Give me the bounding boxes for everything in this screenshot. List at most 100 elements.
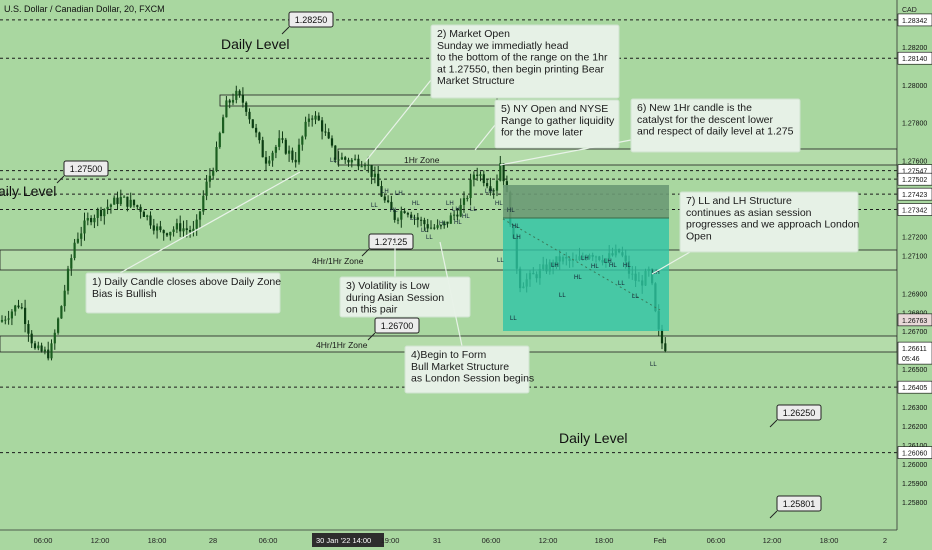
candle-body xyxy=(182,228,185,232)
annotation-text: 4)Begin to Form xyxy=(411,349,487,361)
price-tag: 1.26250 xyxy=(783,408,816,418)
zone-label-4h1h-upper: 4Hr/1Hr Zone xyxy=(312,256,364,266)
candle-body xyxy=(462,198,466,205)
daily-level-label: aily Level xyxy=(0,183,56,199)
candle-body xyxy=(205,181,208,196)
candle-body xyxy=(238,90,241,95)
candle-body xyxy=(406,213,409,215)
candle-body xyxy=(439,225,442,227)
price-tick: 1.28200 xyxy=(902,45,927,52)
candle-body xyxy=(433,227,436,229)
candle-body xyxy=(354,158,357,160)
candle-body xyxy=(90,218,93,223)
annotation-text: Sunday we immediatly head xyxy=(437,40,568,52)
structure-mark: LH xyxy=(513,235,521,241)
structure-mark: LL xyxy=(421,228,428,234)
currency-label: CAD xyxy=(902,7,917,14)
annotation-text: Open xyxy=(686,230,712,242)
candle-body xyxy=(281,138,284,140)
candle-body xyxy=(245,102,248,112)
candle-body xyxy=(7,318,10,320)
candle-body xyxy=(443,221,446,226)
reward-box xyxy=(503,218,669,331)
annotation-text: and respect of daily level at 1.275 xyxy=(637,126,794,138)
candle-body xyxy=(274,146,277,153)
price-tag-box xyxy=(288,11,334,28)
structure-mark: LH xyxy=(551,263,559,269)
daily-level-label: Daily Level xyxy=(559,430,627,446)
candle-body xyxy=(321,120,324,132)
structure-mark: LH xyxy=(652,270,660,276)
price-tick: 1.26000 xyxy=(902,462,927,469)
candle-body xyxy=(360,166,363,168)
candle-body xyxy=(453,214,456,216)
tag-pointer xyxy=(361,248,370,257)
price-tag-box xyxy=(374,317,420,334)
time-tick: 18:00 xyxy=(820,536,839,545)
structure-mark: LH xyxy=(446,201,454,207)
candle-body xyxy=(456,214,459,217)
annotation-box-ll-lh xyxy=(679,191,859,253)
candle-body xyxy=(390,201,393,210)
candle-body xyxy=(235,90,238,100)
price-tick: 1.26200 xyxy=(902,424,927,431)
projection-line xyxy=(502,218,661,311)
candle-body xyxy=(420,219,423,221)
candle-body xyxy=(347,159,350,163)
annotations-layer: 1.28250 1.27500 1.27125 1.26700 1.26250 1.258… xyxy=(0,11,860,519)
candle-body xyxy=(179,223,182,232)
candle-body xyxy=(340,157,343,160)
candle-body xyxy=(255,127,258,133)
structure-mark: LL xyxy=(632,294,639,300)
candle-body xyxy=(123,196,126,198)
candle-body xyxy=(159,226,162,231)
candle-body xyxy=(37,345,40,349)
candle-body xyxy=(426,224,429,229)
candle-body xyxy=(416,217,419,220)
candle-body xyxy=(73,242,76,259)
candle-body xyxy=(70,258,73,269)
candle-body xyxy=(248,111,251,120)
candle-body xyxy=(304,121,307,137)
time-tick: 12:00 xyxy=(539,536,558,545)
candle-body xyxy=(502,163,505,182)
time-axis[interactable]: 06:00 12:00 18:00 28 06:00 30 Jan '22 14:00 19… xyxy=(0,529,932,550)
candle-body xyxy=(208,175,211,182)
candle-body xyxy=(162,230,165,234)
annotation-box-bull-structure xyxy=(404,345,530,394)
candle-body xyxy=(4,319,7,321)
candle-body xyxy=(410,214,413,218)
annotation-box-ny-open xyxy=(494,99,620,149)
structure-mark: LL xyxy=(650,362,657,368)
structure-mark: LH xyxy=(485,189,493,195)
candle-body xyxy=(47,349,50,359)
annotation-leader xyxy=(474,124,496,151)
annotation-text: Market Structure xyxy=(437,75,515,87)
candle-body xyxy=(169,231,172,236)
annotation-text: Bull Market Structure xyxy=(411,361,509,373)
candle-body xyxy=(271,152,274,161)
annotation-text: 1) Daily Candle closes above Daily Zone xyxy=(92,276,281,288)
candle-body xyxy=(377,173,380,187)
candle-body xyxy=(258,132,261,141)
structure-mark: HL xyxy=(390,208,398,214)
candle-body xyxy=(393,209,396,220)
price-tag-box xyxy=(776,495,822,512)
candle-body xyxy=(103,209,106,217)
price-tag: 1.27500 xyxy=(70,164,103,174)
candle-body xyxy=(129,199,132,207)
candle-body xyxy=(149,215,152,226)
price-tag-axis xyxy=(897,446,932,459)
candle-body xyxy=(334,145,337,160)
candle-body xyxy=(24,307,27,325)
candle-body xyxy=(380,186,383,197)
candle-body xyxy=(33,343,37,349)
annotation-leader xyxy=(365,79,432,162)
time-tick: 06:00 xyxy=(707,536,726,545)
price-axis[interactable]: CAD 1.28342 1.28200 1.28140 1.28000 1.27800 1.… xyxy=(896,0,932,550)
annotation-text: 6) New 1Hr candle is the xyxy=(637,102,752,114)
candle-body xyxy=(324,131,327,133)
candle-body xyxy=(60,306,63,319)
candle-body xyxy=(10,311,13,319)
